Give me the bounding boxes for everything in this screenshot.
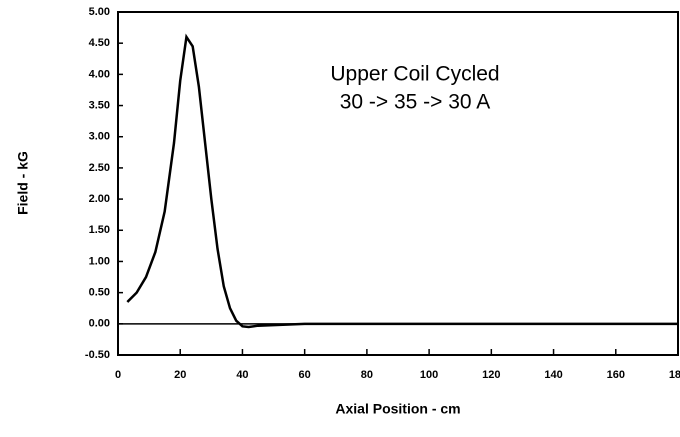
y-tick-label: 4.00 [89,68,110,80]
y-tick-label: 2.50 [89,162,110,174]
plot-frame [117,11,679,356]
x-tick-label: 80 [361,369,373,381]
x-tick-label: 0 [115,369,121,381]
y-tick-label: 2.00 [89,193,110,205]
data-line [126,33,678,329]
x-tick-label: 60 [299,369,311,381]
annotation: 30 -> 35 -> 30 A [340,91,491,114]
x-tick-label: 120 [482,369,500,381]
y-tick-label: 4.50 [89,37,110,49]
x-tick-label: 160 [607,369,625,381]
y-tick-label: 0.50 [89,287,110,299]
x-tick-label: 180 [669,369,680,381]
y-tick-label: 3.50 [89,99,110,111]
x-tick-label: 100 [420,369,438,381]
y-tick-label: 3.00 [89,131,110,143]
x-tick-label: 140 [544,369,562,381]
y-tick-label: 5.00 [89,6,110,18]
y-tick-label: 0.00 [89,318,110,330]
y-tick-label: 1.00 [89,255,110,267]
annotation: Upper Coil Cycled [330,63,499,86]
y-axis-label: Field - kG [15,151,31,215]
x-tick-label: 40 [236,369,248,381]
x-axis-label: Axial Position - cm [335,401,460,417]
y-tick-label: -0.50 [85,349,110,361]
y-tick-label: 1.50 [89,224,110,236]
x-tick-label: 20 [174,369,186,381]
